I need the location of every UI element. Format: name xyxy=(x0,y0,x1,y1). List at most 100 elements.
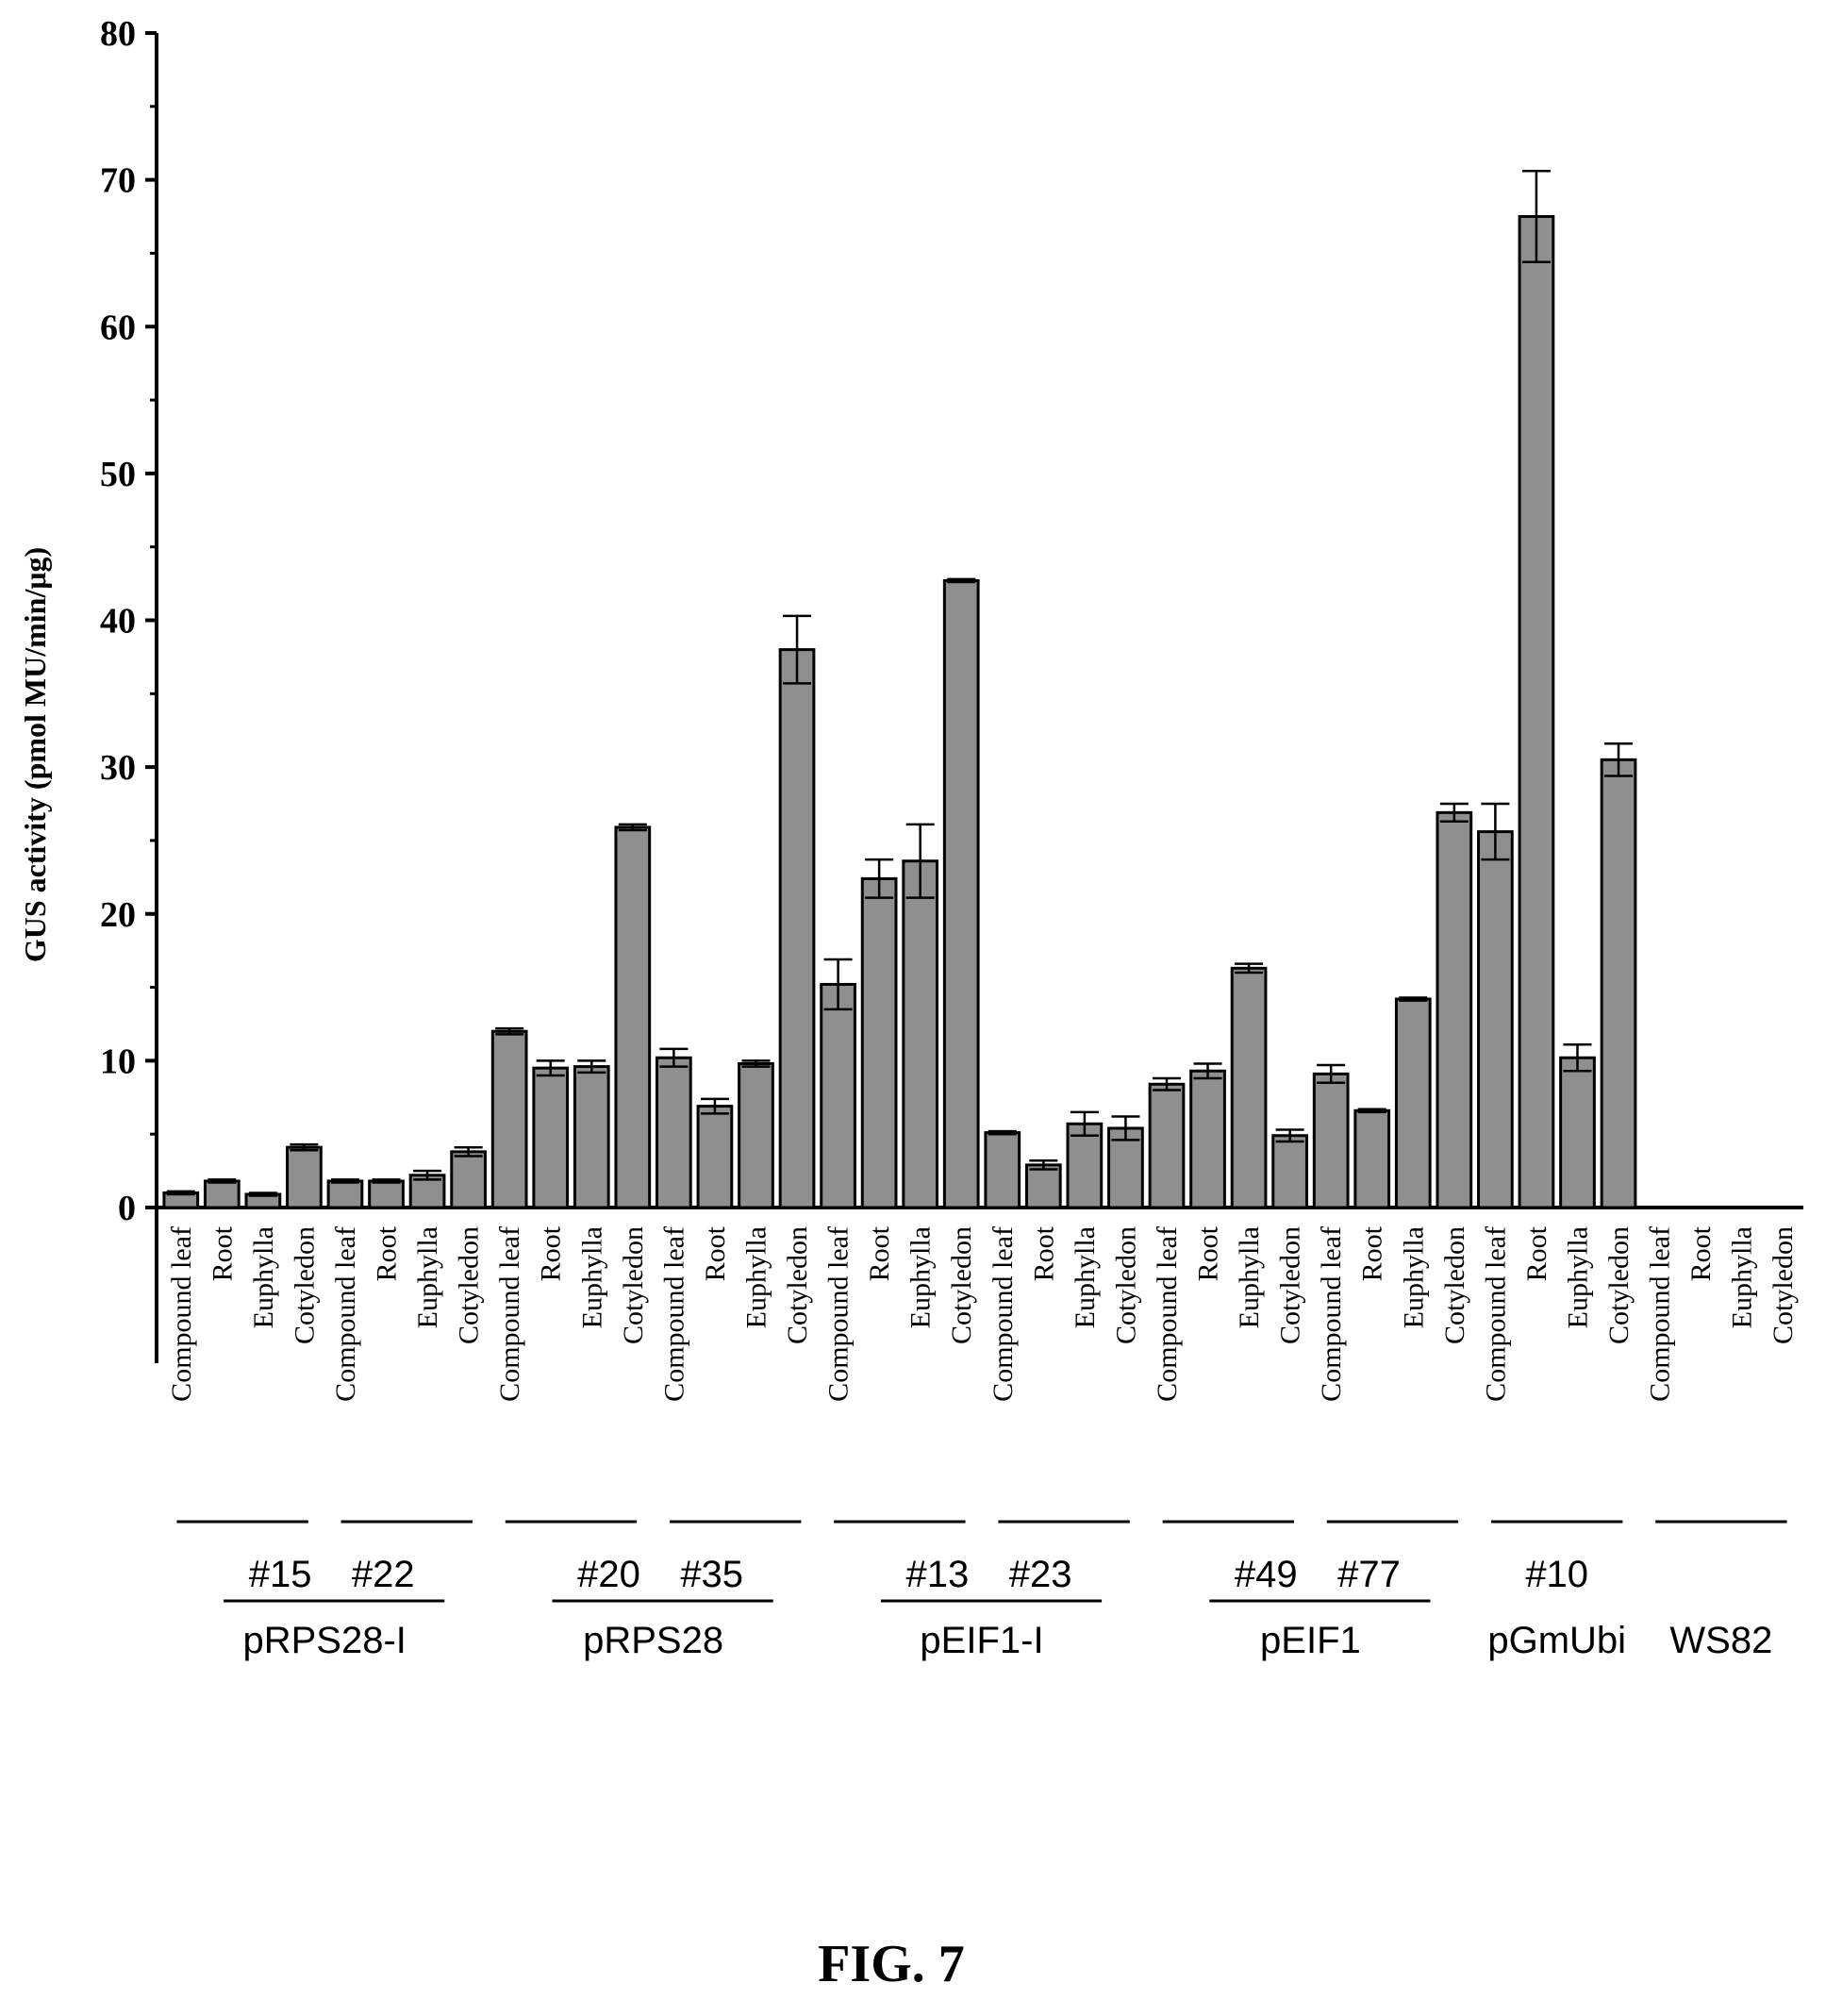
bar xyxy=(1189,1069,1226,1209)
bar xyxy=(1477,830,1514,1209)
bar xyxy=(368,1179,405,1209)
y-axis-title: GUS activity (pmol MU/min/μg) xyxy=(18,547,52,962)
line-label: #23 xyxy=(1009,1554,1072,1595)
bar xyxy=(286,1145,323,1209)
category-label: Compound leaf xyxy=(988,1226,1019,1402)
y-tick-label: 60 xyxy=(100,308,136,347)
category-label: Compound leaf xyxy=(330,1226,361,1402)
bar xyxy=(326,1179,364,1209)
category-label: Euphylla xyxy=(905,1226,937,1328)
category-label: Euphylla xyxy=(1234,1226,1265,1328)
bar xyxy=(490,1029,528,1209)
category-label: Root xyxy=(1521,1225,1552,1281)
category-label: Root xyxy=(372,1225,403,1281)
category-label: Compound leaf xyxy=(1316,1226,1347,1402)
bar xyxy=(1107,1126,1144,1209)
category-label: Euphylla xyxy=(1070,1226,1101,1328)
line-label: #77 xyxy=(1337,1554,1401,1595)
y-tick-label: 80 xyxy=(100,14,136,54)
figure-caption: FIG. 7 xyxy=(818,1935,965,1993)
bars xyxy=(162,170,1637,1209)
category-label: Root xyxy=(1193,1225,1224,1281)
construct-label: pGmUbi xyxy=(1487,1620,1626,1661)
line-label: #10 xyxy=(1525,1554,1588,1595)
category-label: Euphylla xyxy=(1727,1226,1758,1328)
category-label: Cotyledon xyxy=(1275,1226,1306,1344)
line-label: #20 xyxy=(577,1554,640,1595)
bar xyxy=(902,859,939,1209)
category-label: Compound leaf xyxy=(823,1226,855,1402)
category-label: Cotyledon xyxy=(1110,1226,1141,1344)
bar xyxy=(614,825,652,1209)
category-label: Cotyledon xyxy=(1439,1226,1470,1344)
bar xyxy=(656,1056,692,1209)
bar xyxy=(942,578,980,1209)
category-label: Euphylla xyxy=(576,1226,607,1328)
category-label: Cotyledon xyxy=(1768,1226,1799,1344)
construct-label: pRPS28 xyxy=(583,1620,723,1661)
category-label: Euphylla xyxy=(412,1226,443,1328)
bar xyxy=(1148,1082,1186,1209)
line-label: #22 xyxy=(352,1554,415,1595)
bar xyxy=(1518,215,1555,1209)
construct-label: pEIF1-I xyxy=(920,1620,1043,1661)
line-label: #15 xyxy=(249,1554,312,1595)
bar xyxy=(1353,1108,1391,1209)
group-labels: #15 #22 pRPS28-I #20 #35 pRPS28 #13 #23 pEIF1-I #… xyxy=(176,1520,1787,1661)
y-tick-label: 50 xyxy=(100,455,136,494)
category-label: Root xyxy=(1357,1225,1388,1281)
category-label: Compound leaf xyxy=(166,1226,197,1402)
line-label: #49 xyxy=(1235,1554,1298,1595)
y-tick-label: 40 xyxy=(100,602,136,641)
bar xyxy=(1559,1056,1596,1209)
category-label: Compound leaf xyxy=(658,1226,689,1402)
bar xyxy=(696,1105,734,1209)
bar xyxy=(1394,997,1432,1209)
category-label: Cotyledon xyxy=(946,1226,977,1344)
bar xyxy=(820,982,856,1209)
bar xyxy=(1024,1163,1062,1209)
construct-label: pEIF1 xyxy=(1260,1620,1361,1661)
bar xyxy=(573,1065,610,1209)
bar xyxy=(532,1066,570,1209)
category-label: Root xyxy=(1685,1225,1717,1281)
bar xyxy=(203,1179,241,1209)
bar xyxy=(1271,1134,1308,1209)
line-label: #35 xyxy=(680,1554,743,1595)
category-label: Cotyledon xyxy=(289,1226,320,1344)
category-label: Euphylla xyxy=(1562,1226,1593,1328)
y-tick-label: 0 xyxy=(118,1189,136,1228)
bar xyxy=(1600,758,1637,1209)
construct-label: WS82 xyxy=(1669,1620,1772,1661)
construct-label: pRPS28-I xyxy=(242,1620,406,1661)
category-label: Root xyxy=(207,1225,238,1281)
category-label: Cotyledon xyxy=(1603,1226,1635,1344)
bar xyxy=(1230,966,1268,1209)
y-tick-label: 10 xyxy=(100,1041,136,1081)
y-tick-label: 20 xyxy=(100,895,136,935)
bar xyxy=(984,1131,1021,1209)
bar xyxy=(738,1061,774,1209)
category-label: Cotyledon xyxy=(454,1226,485,1344)
bar xyxy=(860,876,898,1209)
category-label: Euphylla xyxy=(740,1226,772,1328)
category-labels: Compound leaf Root Euphylla Cotyledon Compou… xyxy=(166,1225,1799,1401)
category-label: Root xyxy=(700,1225,731,1281)
category-label: Compound leaf xyxy=(494,1226,525,1402)
bar xyxy=(450,1150,487,1209)
category-label: Cotyledon xyxy=(618,1226,649,1344)
category-label: Root xyxy=(536,1225,567,1281)
y-tick-label: 30 xyxy=(100,748,136,788)
category-label: Compound leaf xyxy=(1480,1226,1511,1402)
bar xyxy=(1436,810,1473,1209)
bar xyxy=(1312,1072,1350,1209)
category-label: Euphylla xyxy=(248,1226,279,1328)
category-label: Compound leaf xyxy=(1645,1226,1676,1402)
line-label: #13 xyxy=(906,1554,970,1595)
bar xyxy=(778,648,816,1209)
category-label: Root xyxy=(864,1225,895,1281)
category-label: Cotyledon xyxy=(782,1226,813,1344)
category-label: Compound leaf xyxy=(1152,1226,1183,1402)
category-label: Root xyxy=(1028,1225,1059,1281)
